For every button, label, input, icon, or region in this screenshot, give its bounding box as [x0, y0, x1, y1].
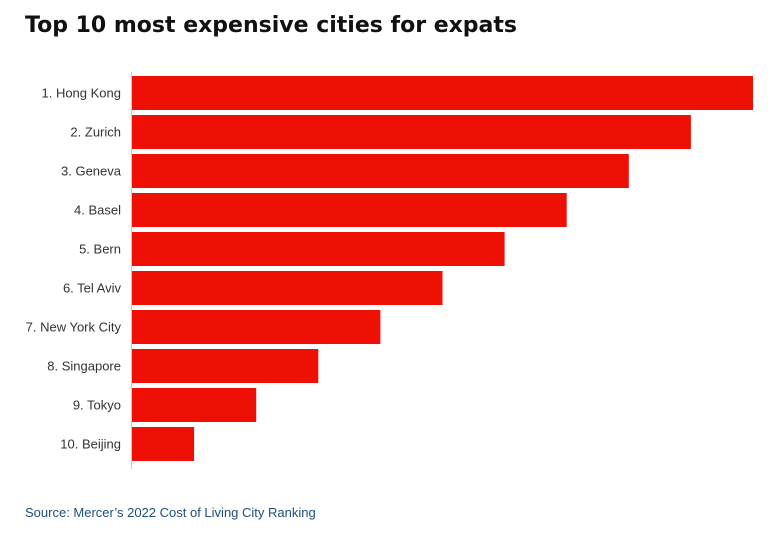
- bar: [132, 349, 319, 383]
- category-labels: 1. Hong Kong 2. Zurich 3. Geneva 4. Basel 5.…: [26, 86, 122, 452]
- source-note: Source: Mercer’s 2022 Cost of Living Cit…: [25, 505, 316, 520]
- bar: [132, 76, 753, 110]
- category-label: 3. Geneva: [61, 164, 122, 179]
- bar: [132, 388, 257, 422]
- bar: [132, 427, 195, 461]
- bar: [132, 271, 443, 305]
- bar: [132, 232, 505, 266]
- chart-title: Top 10 most expensive cities for expats: [25, 13, 518, 38]
- category-label: 4. Basel: [74, 203, 121, 218]
- bar: [132, 193, 567, 227]
- bar: [132, 154, 629, 188]
- category-label: 10. Beijing: [60, 437, 121, 452]
- category-label: 2. Zurich: [70, 125, 121, 140]
- category-label: 7. New York City: [26, 320, 122, 335]
- bars: [132, 76, 753, 461]
- category-label: 8. Singapore: [47, 359, 121, 374]
- category-label: 5. Bern: [79, 242, 121, 257]
- category-label: 9. Tokyo: [73, 398, 121, 413]
- bar: [132, 310, 381, 344]
- category-label: 6. Tel Aviv: [63, 281, 122, 296]
- category-label: 1. Hong Kong: [41, 86, 121, 101]
- bar: [132, 115, 691, 149]
